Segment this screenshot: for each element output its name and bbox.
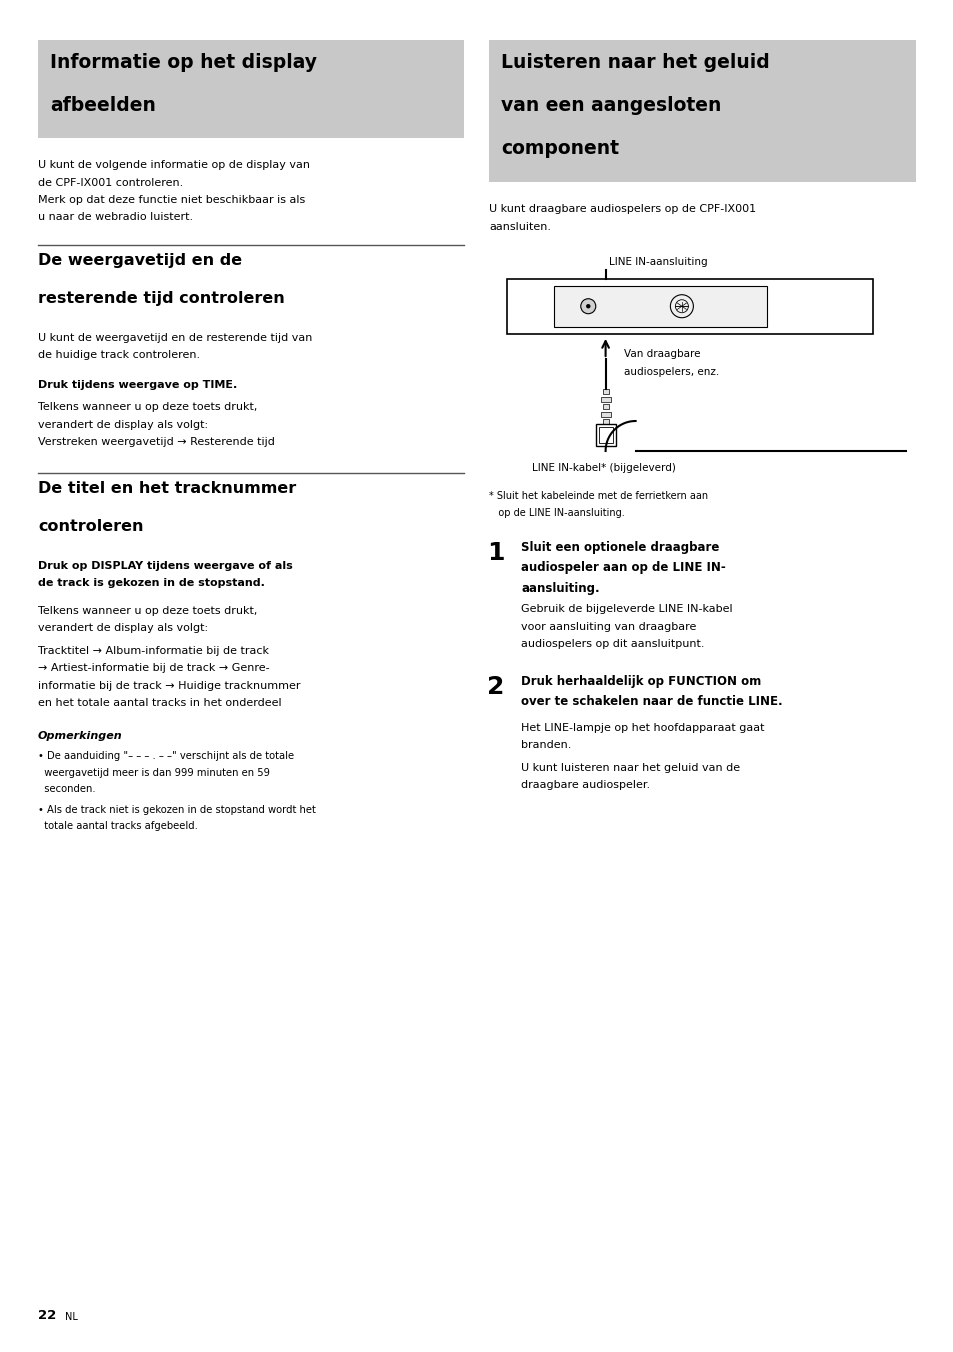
Bar [598, 427, 612, 443]
Bar [602, 389, 608, 393]
Text: voor aansluiting van draagbare: voor aansluiting van draagbare [521, 622, 696, 631]
Text: Verstreken weergavetijd → Resterende tijd: Verstreken weergavetijd → Resterende tij… [38, 438, 274, 448]
Bar [595, 425, 615, 446]
Text: Telkens wanneer u op deze toets drukt,: Telkens wanneer u op deze toets drukt, [38, 606, 257, 617]
Text: De weergavetijd en de: De weergavetijd en de [38, 253, 242, 268]
Text: 22: 22 [38, 1309, 56, 1322]
Text: aansluiting.: aansluiting. [521, 581, 599, 595]
Text: audiospelers op dit aansluitpunt.: audiospelers op dit aansluitpunt. [521, 639, 704, 649]
Text: informatie bij de track → Huidige tracknummer: informatie bij de track → Huidige trackn… [38, 681, 300, 691]
Text: U kunt luisteren naar het geluid van de: U kunt luisteren naar het geluid van de [521, 763, 740, 773]
Text: Het LINE-lampje op het hoofdapparaat gaat: Het LINE-lampje op het hoofdapparaat gaa… [521, 723, 764, 733]
Text: verandert de display als volgt:: verandert de display als volgt: [38, 420, 208, 430]
Text: 1: 1 [487, 541, 504, 565]
Text: weergavetijd meer is dan 999 minuten en 59: weergavetijd meer is dan 999 minuten en … [38, 768, 270, 777]
Bar [554, 285, 766, 327]
Text: LINE IN-kabel* (bijgeleverd): LINE IN-kabel* (bijgeleverd) [532, 462, 676, 473]
Bar [506, 279, 872, 334]
Text: 2: 2 [487, 675, 504, 699]
Text: de huidige track controleren.: de huidige track controleren. [38, 350, 200, 361]
Text: Druk op DISPLAY tijdens weergave of als: Druk op DISPLAY tijdens weergave of als [38, 561, 293, 571]
Text: en het totale aantal tracks in het onderdeel: en het totale aantal tracks in het onder… [38, 699, 281, 708]
Text: → Artiest-informatie bij de track → Genre-: → Artiest-informatie bij de track → Genr… [38, 664, 270, 673]
Text: draagbare audiospeler.: draagbare audiospeler. [521, 780, 650, 791]
Text: van een aangesloten: van een aangesloten [501, 96, 721, 115]
Text: Tracktitel → Album-informatie bij de track: Tracktitel → Album-informatie bij de tra… [38, 646, 269, 656]
Text: Merk op dat deze functie niet beschikbaar is als: Merk op dat deze functie niet beschikbaa… [38, 195, 305, 206]
Text: totale aantal tracks afgebeeld.: totale aantal tracks afgebeeld. [38, 821, 197, 831]
Text: Telkens wanneer u op deze toets drukt,: Telkens wanneer u op deze toets drukt, [38, 403, 257, 412]
Text: Luisteren naar het geluid: Luisteren naar het geluid [501, 53, 769, 72]
Text: audiospeler aan op de LINE IN-: audiospeler aan op de LINE IN- [521, 561, 725, 575]
Text: afbeelden: afbeelden [50, 96, 155, 115]
Text: * Sluit het kabeleinde met de ferrietkern aan: * Sluit het kabeleinde met de ferrietker… [489, 491, 708, 502]
Bar [602, 404, 608, 410]
Text: aansluiten.: aansluiten. [489, 222, 551, 231]
Text: U kunt de volgende informatie op de display van: U kunt de volgende informatie op de disp… [38, 160, 310, 170]
Text: Gebruik de bijgeleverde LINE IN-kabel: Gebruik de bijgeleverde LINE IN-kabel [521, 604, 732, 615]
Text: branden.: branden. [521, 741, 571, 750]
Text: • De aanduiding "– – – . – –" verschijnt als de totale: • De aanduiding "– – – . – –" verschijnt… [38, 752, 294, 761]
Text: audiospelers, enz.: audiospelers, enz. [623, 366, 719, 377]
Circle shape [585, 304, 590, 308]
Bar [489, 41, 915, 183]
Text: Druk tijdens weergave op TIME.: Druk tijdens weergave op TIME. [38, 380, 237, 389]
Text: Sluit een optionele draagbare: Sluit een optionele draagbare [521, 541, 720, 554]
Text: resterende tijd controleren: resterende tijd controleren [38, 291, 284, 306]
Bar [600, 411, 610, 416]
Text: Informatie op het display: Informatie op het display [50, 53, 316, 72]
Text: U kunt de weergavetijd en de resterende tijd van: U kunt de weergavetijd en de resterende … [38, 333, 312, 343]
Text: • Als de track niet is gekozen in de stopstand wordt het: • Als de track niet is gekozen in de sto… [38, 804, 315, 815]
Circle shape [580, 299, 596, 314]
Text: de track is gekozen in de stopstand.: de track is gekozen in de stopstand. [38, 579, 265, 588]
Text: Druk herhaaldelijk op FUNCTION om: Druk herhaaldelijk op FUNCTION om [521, 675, 760, 688]
Text: NL: NL [65, 1311, 77, 1322]
Text: Van draagbare: Van draagbare [623, 349, 700, 360]
Text: op de LINE IN-aansluiting.: op de LINE IN-aansluiting. [489, 507, 624, 518]
Text: Opmerkingen: Opmerkingen [38, 731, 123, 741]
Text: verandert de display als volgt:: verandert de display als volgt: [38, 623, 208, 634]
Text: De titel en het tracknummer: De titel en het tracknummer [38, 481, 296, 496]
Text: u naar de webradio luistert.: u naar de webradio luistert. [38, 212, 193, 223]
Text: de CPF-IX001 controleren.: de CPF-IX001 controleren. [38, 177, 183, 188]
Bar [600, 396, 610, 402]
Text: LINE IN-aansluiting: LINE IN-aansluiting [608, 257, 706, 266]
Bar [38, 41, 464, 138]
Text: component: component [501, 139, 618, 158]
Text: U kunt draagbare audiospelers op de CPF-IX001: U kunt draagbare audiospelers op de CPF-… [489, 204, 756, 214]
Text: controleren: controleren [38, 519, 143, 534]
Bar [602, 419, 608, 425]
Text: seconden.: seconden. [38, 784, 95, 794]
Text: over te schakelen naar de functie LINE.: over te schakelen naar de functie LINE. [521, 695, 782, 708]
